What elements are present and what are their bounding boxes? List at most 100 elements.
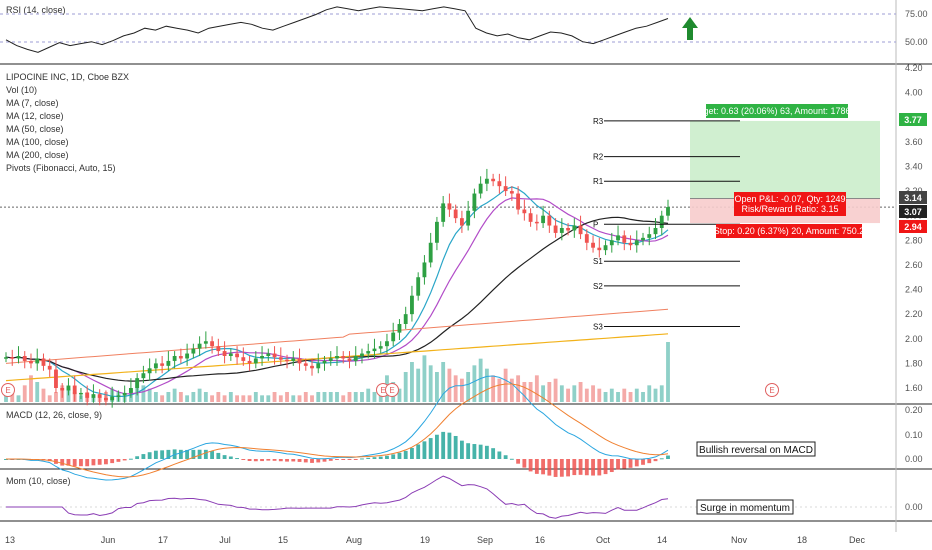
volume-bar: [441, 362, 446, 402]
candle-body: [272, 353, 277, 358]
x-tick-label: Nov: [731, 535, 748, 545]
macd-hist-bar: [216, 452, 221, 459]
candle-body: [503, 186, 508, 192]
macd-hist-bar: [328, 459, 333, 461]
candle-body: [85, 392, 90, 398]
x-tick-label: Dec: [849, 535, 866, 545]
rsi-line: [5, 6, 669, 53]
volume-bar: [285, 392, 289, 402]
volume-bar: [153, 392, 158, 402]
candle-body: [335, 356, 339, 359]
volume-bar: [497, 378, 502, 402]
svg-text:E: E: [769, 386, 774, 395]
x-tick-label: 14: [657, 535, 667, 545]
volume-bar: [584, 388, 589, 402]
legend-ma100: MA (100, close): [6, 137, 69, 147]
macd-hist-bar: [534, 459, 539, 474]
pivot-lines: R3 R2 R1 P S1 S2 S3: [593, 117, 740, 331]
candle-body: [447, 203, 452, 210]
volume-bar: [591, 385, 595, 402]
candle-body: [534, 221, 539, 224]
candle-body: [91, 394, 96, 398]
candle-body: [666, 207, 670, 216]
candle-body: [441, 203, 446, 222]
candle-body: [366, 351, 371, 354]
mom-title: Mom (10, close): [6, 476, 71, 486]
macd-hist-bar: [322, 459, 327, 462]
macd-hist-bar: [509, 458, 514, 460]
candle-body: [278, 357, 283, 360]
candle-body: [260, 356, 264, 359]
macd-hist-bar: [91, 459, 96, 466]
candle-body: [316, 363, 321, 369]
volume-bar: [22, 385, 27, 402]
macd-hist-bar: [235, 458, 239, 460]
price-tick-label: 3.60: [905, 137, 923, 147]
x-tick-label: 19: [420, 535, 430, 545]
pivot-label-s1: S1: [593, 257, 603, 266]
volume-bar: [603, 392, 608, 402]
price-tick-label: 1.80: [905, 358, 923, 368]
volume-bar: [347, 392, 352, 402]
macd-hist-bar: [659, 458, 664, 460]
macd-hist-bar: [66, 459, 71, 466]
macd-hist-bar: [435, 434, 439, 459]
candle-body: [478, 183, 483, 194]
earnings-marker[interactable]: E: [1, 383, 15, 397]
volume-bar: [478, 358, 483, 402]
candle-body: [360, 353, 364, 356]
candle-body: [453, 209, 458, 219]
macd-hist-bar: [634, 459, 639, 467]
macd-hist-bar: [303, 459, 308, 463]
earnings-marker[interactable]: E: [765, 383, 779, 397]
volume-bar: [572, 385, 577, 402]
candle-body: [403, 314, 408, 324]
macd-hist-bar: [60, 459, 65, 466]
momentum-line: [6, 475, 669, 519]
x-tick-label: 16: [535, 535, 545, 545]
candle-body: [122, 392, 127, 396]
x-tick-label: Sep: [477, 535, 493, 545]
candle-body: [72, 385, 77, 395]
macd-hist-bar: [360, 458, 364, 460]
volume-bar: [566, 388, 570, 402]
volume-bar: [516, 375, 521, 402]
svg-text:3.77: 3.77: [904, 115, 922, 125]
macd-hist-bar: [603, 459, 608, 475]
macd-hist-bar: [472, 444, 477, 459]
macd-hist-bar: [178, 449, 183, 459]
macd-hist-bar: [85, 459, 90, 467]
svg-text:Open P&L: -0.07, Qty: 1249: Open P&L: -0.07, Qty: 1249: [734, 194, 845, 204]
mom-annotation: Surge in momentum: [696, 499, 794, 515]
macd-hist-bar: [185, 449, 190, 459]
macd-hist-bar: [160, 450, 165, 459]
candle-body: [484, 178, 489, 184]
pivot-label-s2: S2: [593, 282, 603, 291]
price-tag-target: 3.77: [899, 113, 927, 126]
volume-bar: [4, 392, 8, 402]
svg-text:E: E: [389, 386, 394, 395]
volume-bar: [328, 392, 333, 402]
svg-text:2.94: 2.94: [904, 222, 922, 232]
candle-body: [166, 360, 171, 366]
volume-bar: [47, 395, 52, 402]
volume-bar: [410, 362, 414, 402]
macd-hist-bar: [278, 459, 283, 462]
earnings-marker[interactable]: E: [385, 383, 399, 397]
candlesticks: [4, 168, 670, 408]
candle-body: [141, 373, 146, 379]
macd-hist-bar: [622, 459, 627, 469]
legend-ma7: MA (7, close): [6, 98, 59, 108]
candle-body: [422, 262, 427, 278]
candle-body: [104, 397, 108, 401]
price-tick-label: 2.40: [905, 285, 923, 295]
candle-body: [553, 225, 558, 233]
volume-bar: [609, 388, 614, 402]
price-tag-last: 3.07: [899, 205, 927, 218]
candle-body: [253, 358, 258, 364]
volume-bar: [659, 385, 664, 402]
volume-bar: [553, 378, 558, 402]
macd-hist-bar: [553, 459, 558, 477]
volume-bar: [310, 395, 314, 402]
